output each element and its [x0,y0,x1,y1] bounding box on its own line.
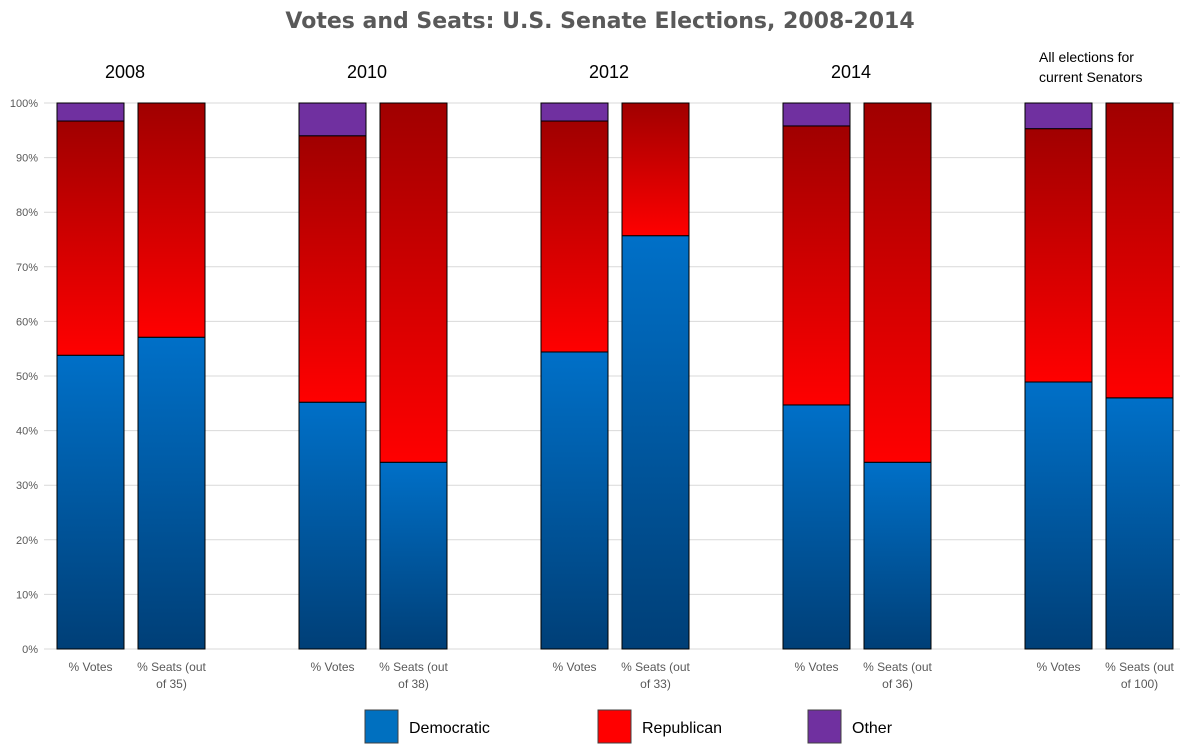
chart-title: Votes and Seats: U.S. Senate Elections, … [285,9,914,34]
bars [56,102,1174,650]
y-tick-label: 20% [16,535,38,547]
y-tick-label: 90% [16,153,38,165]
bar-segment-republican [782,125,851,406]
bar-segment-democratic [621,235,690,650]
legend: Democratic Republican Other [364,709,893,744]
category-label: % Seats (out [1105,660,1174,674]
y-tick-label: 40% [16,426,38,438]
group-label: 2008 [105,62,145,82]
bar-segment-other [298,102,367,137]
y-tick-label: 80% [16,207,38,219]
category-label: of 36) [882,677,913,691]
category-label: % Votes [1036,660,1080,674]
bar-segment-democratic [782,404,851,650]
y-tick-label: 10% [16,589,38,601]
bar-segment-democratic [137,336,206,650]
legend-swatch-democratic [364,709,399,744]
y-tick-label: 50% [16,371,38,383]
category-label: % Votes [794,660,838,674]
group-label: 2010 [347,62,387,82]
bar-segment-democratic [1024,381,1093,650]
group-label: All elections for [1039,49,1134,65]
bar-segment-republican [863,102,932,463]
bar-segment-other [1024,102,1093,130]
legend-swatch-republican [597,709,632,744]
legend-label: Other [852,720,893,737]
group-label: 2014 [831,62,871,82]
legend-label: Republican [642,720,722,737]
y-tick-label: 0% [22,644,38,656]
y-tick-label: 100% [10,98,38,110]
y-axis-ticks: 0% 10% 20% 30% 40% 50% 60% 70% 80% 90% 100% [10,98,38,656]
category-label: % Votes [552,660,596,674]
bar-segment-other [540,102,609,122]
bar-segment-republican [1105,102,1174,399]
y-tick-label: 30% [16,480,38,492]
bar-segment-republican [56,120,125,356]
bar-segment-republican [621,102,690,237]
category-label: of 35) [156,677,187,691]
category-label: % Seats (out [379,660,448,674]
category-label: % Votes [68,660,112,674]
bar-segment-republican [540,120,609,353]
category-label: of 33) [640,677,671,691]
bar-segment-democratic [540,351,609,650]
bar-segment-other [56,102,125,122]
bar-segment-republican [137,102,206,338]
bar-segment-democratic [298,401,367,650]
gridlines [44,102,1180,650]
bar-segment-republican [1024,128,1093,383]
category-label: % Seats (out [137,660,206,674]
group-label: 2012 [589,62,629,82]
bar-segment-democratic [379,461,448,650]
category-label: % Seats (out [863,660,932,674]
category-labels: 2008 % Votes % Seats (out of 35) 2010 % Votes… [68,49,1174,691]
legend-swatch-other [807,709,842,744]
y-tick-label: 60% [16,316,38,328]
bar-segment-republican [298,135,367,403]
y-tick-label: 70% [16,262,38,274]
category-label: of 38) [398,677,429,691]
bar-segment-republican [379,102,448,463]
legend-label: Democratic [409,720,490,737]
bar-segment-democratic [1105,397,1174,650]
bar-segment-democratic [56,354,125,650]
category-label: of 100) [1121,677,1158,691]
category-label: % Seats (out [621,660,690,674]
bar-segment-other [782,102,851,127]
category-label: % Votes [310,660,354,674]
bar-segment-democratic [863,461,932,650]
group-label: current Senators [1039,69,1143,85]
